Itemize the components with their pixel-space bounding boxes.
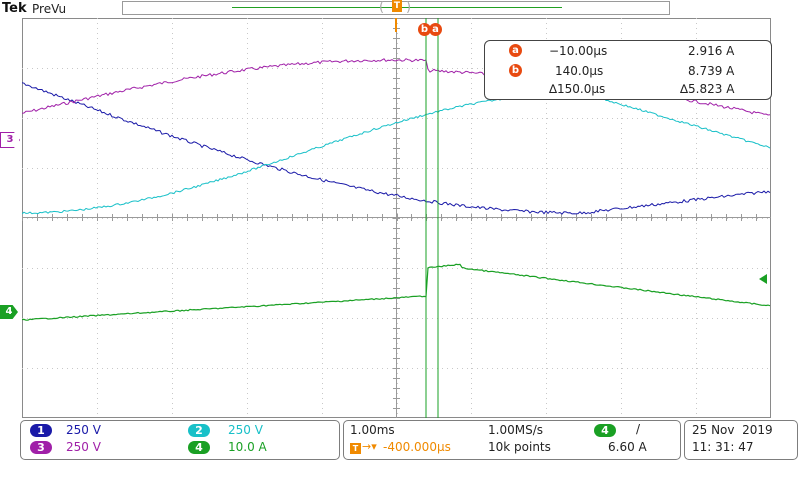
channel-settings-box[interactable] <box>20 420 340 460</box>
channel-1-badge[interactable]: 1 <box>30 424 52 437</box>
channel-2-waveform <box>22 91 771 215</box>
horizontal-scale[interactable]: 1.00ms <box>350 423 395 437</box>
cursor-b-time: 140.0µs <box>555 64 604 78</box>
cursor-readout-panel: a −10.00µs 2.916 A b 140.0µs 8.739 A ∆15… <box>484 40 772 100</box>
datetime-box <box>684 420 798 460</box>
graticule-ticks <box>22 18 757 409</box>
arrow-right-icon: →▾ <box>362 440 377 453</box>
record-bracket-right-icon: ) <box>406 0 412 15</box>
channel-4-marker[interactable]: 4 <box>0 305 18 319</box>
trigger-position-small-icon: T <box>350 443 361 454</box>
channel-3-marker[interactable]: 3 <box>0 132 20 148</box>
channel-4-badge[interactable]: 4 <box>188 441 210 454</box>
trigger-slope-icon[interactable]: / <box>636 422 641 436</box>
cursor-a-badge: a <box>509 44 522 57</box>
time: 11: 31: 47 <box>692 440 754 454</box>
channel-3-scale[interactable]: 250 V <box>66 440 101 454</box>
sample-rate: 1.00MS/s <box>488 423 543 437</box>
status-bar: Tek PreVu ( ) T <box>0 0 800 18</box>
cursor-a-value: 2.916 A <box>688 44 735 58</box>
channel-3-badge[interactable]: 3 <box>30 441 52 454</box>
record-length[interactable]: 10k points <box>488 440 551 454</box>
brand-logo: Tek <box>2 1 27 16</box>
cursor-a-label[interactable]: a <box>429 23 442 36</box>
trigger-source-badge[interactable]: 4 <box>594 424 616 437</box>
timebase-box[interactable] <box>343 420 681 460</box>
channel-4-scale[interactable]: 10.0 A <box>228 440 267 454</box>
cursor-b-badge: b <box>509 64 522 77</box>
record-bracket-left-icon: ( <box>379 0 385 15</box>
cursor-delta-value: ∆5.823 A <box>680 82 735 96</box>
channel-4-waveform <box>22 263 771 321</box>
channel-1-waveform <box>22 82 771 215</box>
cursor-b-value: 8.739 A <box>688 64 735 78</box>
trigger-level-icon[interactable] <box>759 274 767 284</box>
trigger-position-icon[interactable]: T <box>392 0 402 12</box>
bottom-status-panel: 1 250 V 2 250 V 3 250 V 4 10.0 A 1.00ms … <box>0 418 800 480</box>
acquisition-mode: PreVu <box>32 2 67 16</box>
cursor-a-time: −10.00µs <box>549 44 608 58</box>
trigger-level[interactable]: 6.60 A <box>608 440 647 454</box>
channel-2-scale[interactable]: 250 V <box>228 423 263 437</box>
channel-2-badge[interactable]: 2 <box>188 424 210 437</box>
cursor-delta-time: ∆150.0µs <box>549 82 606 96</box>
date: 25 Nov 2019 <box>692 423 773 437</box>
trigger-offset[interactable]: -400.000µs <box>383 440 451 454</box>
channel-1-scale[interactable]: 250 V <box>66 423 101 437</box>
cursor-b-label[interactable]: b <box>418 23 431 36</box>
